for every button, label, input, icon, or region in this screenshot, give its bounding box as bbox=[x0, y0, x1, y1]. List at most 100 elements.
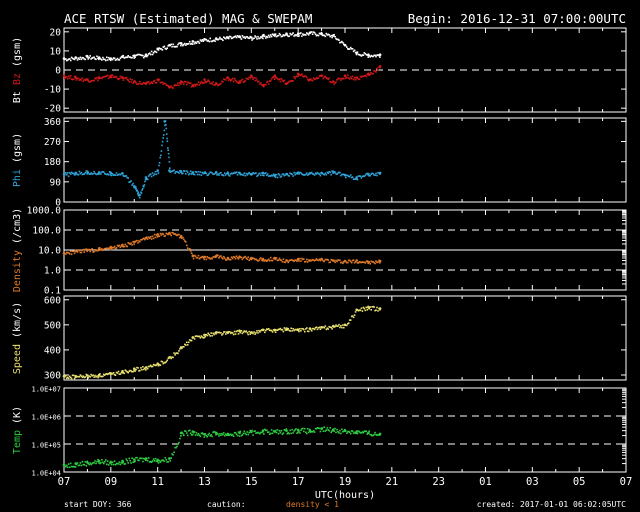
data-point bbox=[359, 432, 362, 434]
data-point bbox=[98, 462, 100, 464]
data-point bbox=[198, 434, 201, 437]
data-point-speed bbox=[296, 328, 300, 332]
data-point bbox=[239, 331, 242, 334]
data-point bbox=[154, 236, 157, 239]
data-point bbox=[277, 328, 280, 331]
data-point bbox=[200, 432, 203, 435]
data-point bbox=[105, 75, 107, 78]
data-point bbox=[229, 35, 232, 38]
data-point-bz bbox=[226, 76, 230, 79]
data-point bbox=[128, 181, 130, 183]
data-point bbox=[148, 174, 151, 176]
data-point bbox=[155, 51, 158, 54]
data-point bbox=[141, 83, 143, 85]
data-point bbox=[223, 432, 225, 434]
data-point bbox=[281, 260, 284, 263]
data-point bbox=[336, 173, 338, 175]
data-point bbox=[303, 430, 305, 433]
data-point-temp bbox=[261, 429, 265, 432]
data-point-bt bbox=[214, 37, 218, 40]
data-point-temp bbox=[238, 431, 241, 435]
data-point bbox=[330, 258, 332, 261]
data-point-density bbox=[156, 233, 159, 236]
data-point bbox=[364, 52, 367, 55]
data-point-density bbox=[355, 259, 359, 262]
data-point bbox=[86, 173, 88, 175]
data-point bbox=[268, 36, 271, 38]
data-point bbox=[346, 174, 348, 177]
data-point bbox=[314, 259, 317, 261]
data-point bbox=[153, 173, 156, 175]
data-point bbox=[203, 81, 206, 84]
data-point bbox=[173, 451, 175, 453]
data-point-speed bbox=[238, 329, 241, 333]
data-point bbox=[356, 178, 359, 181]
data-point bbox=[329, 261, 331, 263]
data-point bbox=[353, 261, 356, 264]
data-point bbox=[124, 369, 127, 371]
data-point bbox=[362, 54, 365, 56]
data-point bbox=[261, 431, 263, 434]
data-point bbox=[329, 427, 331, 429]
data-point bbox=[369, 174, 371, 177]
data-point bbox=[232, 256, 235, 258]
data-point bbox=[307, 80, 310, 82]
data-point bbox=[68, 58, 71, 60]
data-point bbox=[97, 376, 99, 379]
data-point bbox=[95, 462, 97, 465]
data-point bbox=[357, 309, 360, 312]
data-point bbox=[184, 240, 186, 242]
data-point bbox=[119, 57, 122, 59]
data-point bbox=[349, 174, 352, 176]
data-point bbox=[89, 55, 91, 57]
data-point bbox=[66, 173, 68, 176]
data-point bbox=[269, 80, 272, 82]
data-point bbox=[106, 247, 109, 250]
data-point bbox=[202, 256, 205, 259]
data-point bbox=[203, 258, 206, 261]
data-point bbox=[207, 79, 209, 81]
data-point bbox=[265, 429, 267, 432]
data-point-bz bbox=[74, 76, 77, 79]
data-point bbox=[140, 54, 142, 56]
data-point bbox=[271, 259, 274, 262]
data-point bbox=[103, 58, 105, 61]
data-point bbox=[359, 309, 362, 312]
data-point-temp bbox=[214, 431, 218, 435]
y-axis-label-part: Phi bbox=[12, 169, 23, 187]
data-point-bt bbox=[250, 36, 253, 39]
data-point bbox=[204, 80, 207, 83]
data-point bbox=[108, 76, 111, 78]
data-point bbox=[96, 460, 98, 463]
data-point bbox=[202, 172, 205, 175]
data-point bbox=[368, 175, 370, 177]
data-point bbox=[147, 457, 150, 459]
data-point bbox=[241, 434, 244, 436]
data-point bbox=[334, 325, 336, 328]
data-point bbox=[340, 41, 342, 44]
data-point bbox=[348, 259, 351, 262]
data-point bbox=[83, 173, 86, 175]
data-point bbox=[76, 462, 79, 464]
data-point bbox=[244, 37, 247, 39]
x-tick-label: 09 bbox=[105, 476, 118, 488]
data-point bbox=[357, 175, 360, 177]
data-point bbox=[118, 373, 121, 375]
data-point bbox=[266, 431, 269, 434]
data-point bbox=[166, 359, 168, 362]
data-point bbox=[90, 373, 92, 376]
data-point bbox=[315, 326, 318, 328]
data-point bbox=[80, 464, 83, 467]
data-point bbox=[222, 433, 224, 436]
data-point bbox=[138, 240, 140, 242]
data-point bbox=[133, 57, 135, 59]
data-point bbox=[292, 175, 294, 177]
data-point bbox=[198, 335, 201, 338]
data-point bbox=[92, 172, 94, 175]
data-point bbox=[358, 309, 361, 311]
data-point bbox=[174, 46, 176, 48]
data-point bbox=[226, 259, 228, 261]
data-point bbox=[260, 174, 262, 177]
data-point bbox=[152, 51, 155, 54]
data-point bbox=[197, 433, 200, 435]
